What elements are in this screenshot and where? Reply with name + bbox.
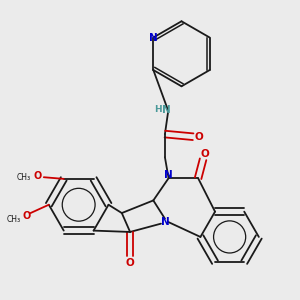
Text: N: N: [160, 217, 169, 227]
Text: O: O: [195, 132, 203, 142]
Text: CH₃: CH₃: [17, 173, 31, 182]
Text: N: N: [164, 170, 173, 180]
Text: O: O: [200, 149, 209, 159]
Text: O: O: [34, 171, 42, 181]
Text: O: O: [126, 258, 134, 268]
Text: H: H: [154, 105, 162, 114]
Text: CH₃: CH₃: [6, 214, 20, 224]
Text: O: O: [22, 212, 31, 221]
Text: N: N: [149, 32, 158, 43]
Text: N: N: [162, 105, 171, 115]
